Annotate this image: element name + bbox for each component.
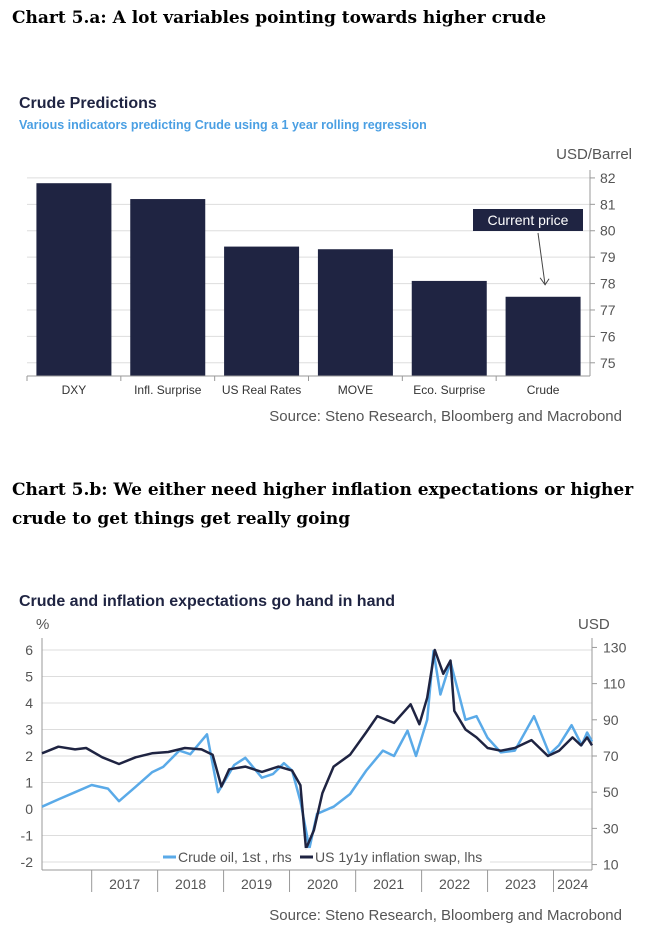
left-axis-unit: % [36,616,49,633]
annotation-arrow [537,232,546,285]
inflation-swap-series [41,648,594,851]
line-chart-source: Source: Steno Research, Bloomberg and Ma… [269,907,622,924]
bar-chart-subtitle: Various indicators predicting Crude usin… [19,118,427,132]
line-chart-title: Crude and inflation expectations go hand… [19,593,395,610]
bar-eco-surprise [411,280,487,376]
annotation-label: Current price [488,212,569,228]
bar-crude [505,296,581,376]
bar-y-tick-label: 81 [600,196,616,212]
bar-us-real-rates [224,246,300,376]
line-chart-legend: Crude oil, 1st , rhs US 1y1y inflation s… [160,848,490,866]
bar-x-tick-label: MOVE [338,383,373,397]
chart-b-heading: Chart 5.b: We either need higher inflati… [12,480,634,529]
bar-y-tick-label: 79 [600,249,616,265]
left-y-tick-label: 1 [25,775,33,791]
x-tick-label: 2020 [307,876,338,892]
legend-background [160,848,490,866]
line-chart-gridlines [42,649,592,863]
right-y-tick-label: 30 [603,820,619,836]
x-tick-label: 2021 [373,876,404,892]
bar-y-tick-label: 82 [600,170,616,186]
right-y-tick-label: 70 [603,748,619,764]
bar-chart: Crude Predictions Various indicators pre… [19,95,632,425]
bar-y-tick-label: 75 [600,355,616,371]
left-y-tick-label: 6 [25,642,33,658]
bar-x-tick-label: Eco. Surprise [413,383,485,397]
bar-x-tick-label: US Real Rates [222,383,301,397]
right-y-tick-label: 50 [603,784,619,800]
left-y-tick-label: -2 [21,854,34,870]
legend-swap-label: US 1y1y inflation swap, lhs [315,849,482,865]
bar-move [317,249,393,376]
left-y-tick-label: 0 [25,801,33,817]
bar-y-tick-label: 77 [600,302,616,318]
bar-chart-bars [36,183,581,376]
annotation-box [473,209,583,231]
x-tick-label: 2018 [175,876,206,892]
bar-x-tick-label: Infl. Surprise [134,383,202,397]
left-y-tick-label: 2 [25,748,33,764]
bar-chart-gridlines [27,177,590,364]
x-tick-label: 2017 [109,876,140,892]
bar-y-tick-label: 76 [600,328,616,344]
annotation-arrowhead [539,277,550,286]
bar-x-tick-label: Crude [527,383,560,397]
bar-chart-unit-label: USD/Barrel [556,146,632,163]
bar-chart-title: Crude Predictions [19,95,157,112]
bar-x-tick-label: DXY [62,383,87,397]
x-tick-label: 2023 [505,876,536,892]
right-y-ticks: 10 30 50 70 90 110 130 [591,638,627,873]
left-y-ticks: -2 -1 0 1 2 3 4 5 6 [21,638,43,870]
right-y-tick-label: 110 [603,676,626,692]
bar-infl-surprise [130,199,206,376]
bar-chart-y-ticks: 75 76 77 78 79 80 81 82 [590,170,616,371]
x-tick-label: 2019 [241,876,272,892]
right-y-tick-label: 130 [603,639,627,655]
bar-chart-source: Source: Steno Research, Bloomberg and Ma… [269,408,622,425]
bar-y-tick-label: 78 [600,276,616,292]
legend-crude-label: Crude oil, 1st , rhs [178,849,292,865]
x-tick-label: 2022 [439,876,470,892]
right-y-tick-label: 90 [603,712,619,728]
line-chart: Crude and inflation expectations go hand… [19,593,627,924]
crude-oil-series [41,649,594,850]
right-axis-unit: USD [578,616,610,633]
current-price-annotation: Current price [473,209,583,286]
bar-y-tick-label: 80 [600,223,616,239]
bar-chart-x-ticks: DXY Infl. Surprise US Real Rates MOVE Eco. S… [26,376,560,397]
chart-a-heading: Chart 5.a: A lot variables pointing towa… [12,8,547,28]
left-y-tick-label: -1 [21,828,34,844]
right-y-tick-label: 10 [603,857,619,873]
x-axis-ticks: 2017 2018 2019 2020 2021 2022 2023 2024 [42,869,592,892]
left-y-tick-label: 5 [25,668,33,684]
x-tick-label: 2024 [557,876,588,892]
left-y-tick-label: 4 [25,695,33,711]
left-y-tick-label: 3 [25,721,33,737]
bar-dxy [36,183,112,376]
